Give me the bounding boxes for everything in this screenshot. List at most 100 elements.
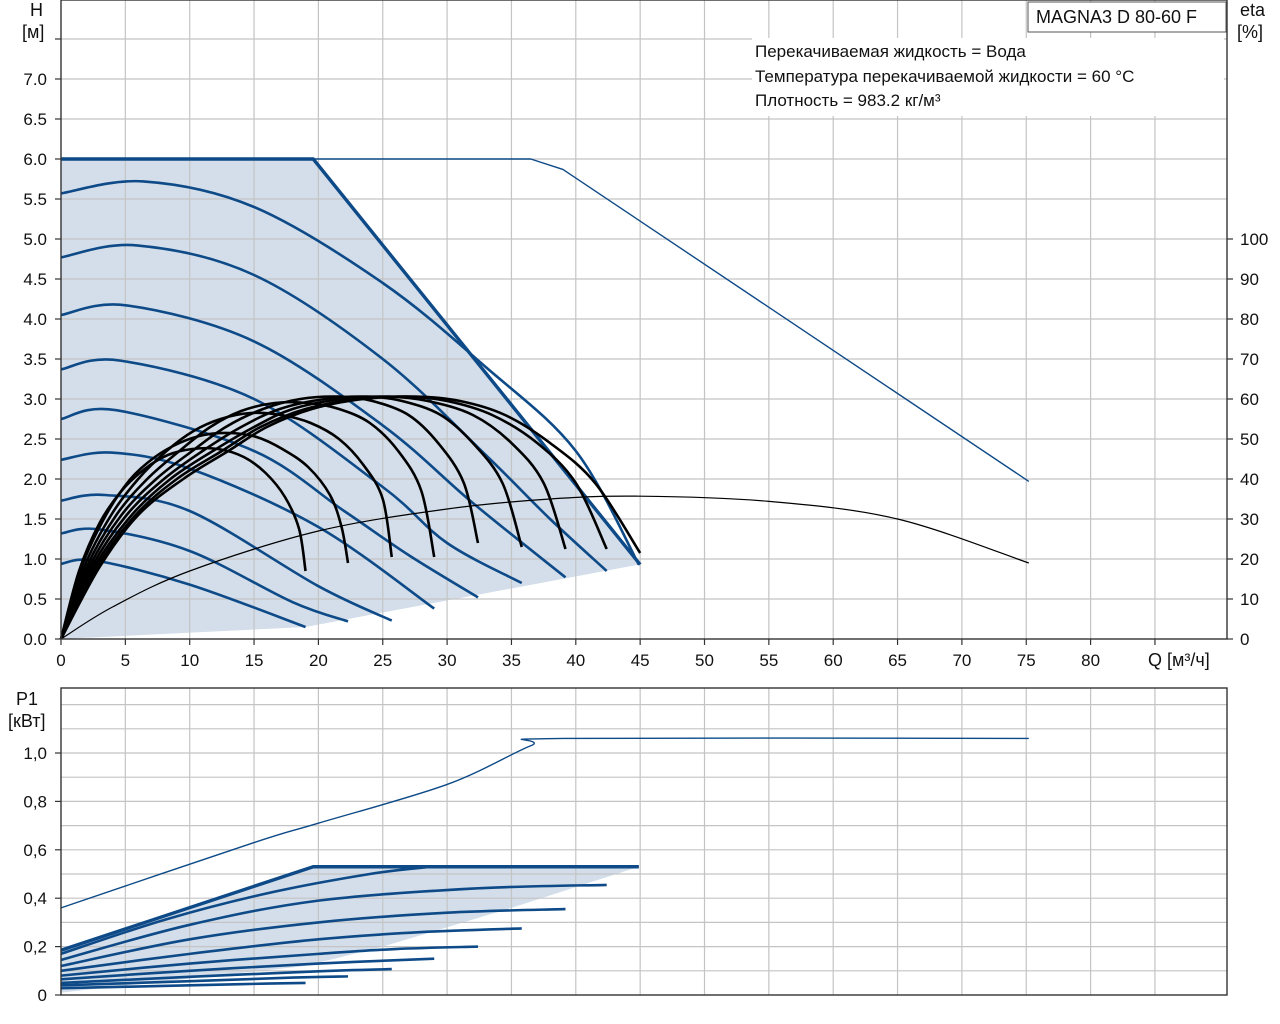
efficiency-speed-curve xyxy=(59,400,436,640)
y2-axis-label: eta xyxy=(1240,0,1266,20)
power-speed-curve xyxy=(60,945,479,977)
x-tick-label: 0 xyxy=(56,651,65,670)
power-speed-curve xyxy=(60,865,432,956)
top-curves xyxy=(59,157,1030,640)
x-tick-label: 10 xyxy=(180,651,199,670)
info-box-background xyxy=(752,38,1224,116)
x-tick-label: 5 xyxy=(121,651,130,670)
y-tick-label: 0.5 xyxy=(23,590,47,609)
top-tick-marks xyxy=(55,38,1233,645)
x-tick-label: 25 xyxy=(373,651,392,670)
power-speed-curve xyxy=(60,957,435,981)
y-tick-label: 4.5 xyxy=(23,270,47,289)
y-tick-label: 3.5 xyxy=(23,350,47,369)
bottom-plot-frame xyxy=(60,687,1228,996)
power-axis-label: P1 xyxy=(16,689,38,709)
y-tick-label: 1.5 xyxy=(23,510,47,529)
power-tick-label: 0,4 xyxy=(23,889,47,908)
y-tick-label: 6.5 xyxy=(23,110,47,129)
power-speed-curve xyxy=(60,981,306,990)
bottom-tick-marks xyxy=(55,752,61,996)
head-reference-curve xyxy=(61,158,1030,482)
x-tick-label: 45 xyxy=(631,651,650,670)
power-axis-unit: [кВт] xyxy=(8,711,46,731)
y-tick-label: 7.0 xyxy=(23,70,47,89)
top-y2-tick-labels: 0 10 20 30 40 50 60 70 80 90 100 xyxy=(1240,230,1268,649)
info-temperature: Температура перекачиваемой жидкости = 60… xyxy=(755,67,1134,86)
x-tick-label: 80 xyxy=(1081,651,1100,670)
y2-tick-label: 90 xyxy=(1240,270,1259,289)
bottom-y-tick-labels: 0 0,2 0,4 0,6 0,8 1,0 xyxy=(23,744,47,1005)
power-tick-label: 0,6 xyxy=(23,841,47,860)
x-tick-label: 65 xyxy=(888,651,907,670)
top-x-tick-labels: 0 5 10 15 20 25 30 35 40 45 50 55 60 65 70 75 80 xyxy=(56,651,1100,670)
power-speed-curve xyxy=(60,975,349,987)
bottom-curves xyxy=(60,737,1029,990)
power-speed-curve xyxy=(60,907,566,968)
y2-tick-label: 80 xyxy=(1240,310,1259,329)
x-tick-label: 70 xyxy=(952,651,971,670)
y-tick-label: 6.0 xyxy=(23,150,47,169)
head-speed-curve xyxy=(60,407,479,599)
y-tick-label: 0.0 xyxy=(23,630,47,649)
y-axis-unit: [м] xyxy=(22,22,44,42)
x-tick-label: 15 xyxy=(245,651,264,670)
x-tick-label: 30 xyxy=(438,651,457,670)
efficiency-speed-curve xyxy=(59,431,350,640)
y-tick-label: 1.0 xyxy=(23,550,47,569)
y2-tick-label: 10 xyxy=(1240,590,1259,609)
power-speed-curve xyxy=(60,883,607,962)
y2-tick-label: 60 xyxy=(1240,390,1259,409)
x-tick-label: 35 xyxy=(502,651,521,670)
bottom-chart: 0 0,2 0,4 0,6 0,8 1,0 P1 [кВт] xyxy=(8,687,1228,1005)
model-name: MAGNA3 D 80-60 F xyxy=(1036,7,1197,27)
power-max-curve xyxy=(60,865,639,952)
power-tick-label: 0 xyxy=(38,986,47,1005)
head-speed-curve xyxy=(60,451,435,610)
y2-tick-label: 0 xyxy=(1240,630,1249,649)
x-tick-label: 40 xyxy=(566,651,585,670)
y2-tick-label: 30 xyxy=(1240,510,1259,529)
y-tick-label: 5.5 xyxy=(23,190,47,209)
top-chart: 0 5 10 15 20 25 30 35 40 45 50 55 60 65 70 75 80 0.0 0.5 1… xyxy=(22,0,1268,670)
y2-tick-label: 40 xyxy=(1240,470,1259,489)
y-tick-label: 4.0 xyxy=(23,310,47,329)
x-axis-label: Q [м³/ч] xyxy=(1148,650,1210,670)
y2-axis-unit: [%] xyxy=(1237,22,1263,42)
head-speed-curve xyxy=(60,527,349,623)
head-speed-curve xyxy=(60,358,523,585)
x-tick-label: 60 xyxy=(824,651,843,670)
head-speed-curve xyxy=(60,493,393,622)
y-tick-label: 2.5 xyxy=(23,430,47,449)
x-tick-label: 75 xyxy=(1017,651,1036,670)
y2-tick-label: 50 xyxy=(1240,430,1259,449)
power-tick-label: 0,2 xyxy=(23,938,47,957)
efficiency-speed-curve xyxy=(59,446,307,640)
y-axis-label: H xyxy=(30,0,43,20)
x-tick-label: 55 xyxy=(759,651,778,670)
info-density: Плотность = 983.2 кг/м³ xyxy=(755,91,941,110)
head-speed-curve xyxy=(60,179,640,566)
power-speed-curve xyxy=(60,927,522,973)
y-tick-label: 2.0 xyxy=(23,470,47,489)
efficiency-curve xyxy=(60,495,1030,640)
info-liquid: Перекачиваемая жидкость = Вода xyxy=(755,42,1026,61)
power-tick-label: 0,8 xyxy=(23,792,47,811)
x-tick-label: 50 xyxy=(695,651,714,670)
model-box xyxy=(1027,1,1227,33)
y-tick-label: 5.0 xyxy=(23,230,47,249)
power-reference-curve xyxy=(60,737,1029,909)
y-tick-label: 3.0 xyxy=(23,390,47,409)
efficiency-speed-curve xyxy=(59,395,608,640)
power-speed-curve xyxy=(60,967,392,985)
y2-tick-label: 70 xyxy=(1240,350,1259,369)
y2-tick-label: 20 xyxy=(1240,550,1259,569)
y2-tick-label: 100 xyxy=(1240,230,1268,249)
head-speed-curve xyxy=(60,303,567,579)
top-y-tick-labels: 0.0 0.5 1.0 1.5 2.0 2.5 3.0 3.5 4.0 4.5 5.0 5.5 6.0 6… xyxy=(23,70,47,649)
power-tick-label: 1,0 xyxy=(23,744,47,763)
head-speed-curve xyxy=(60,558,306,629)
efficiency-speed-curve xyxy=(59,411,394,640)
x-tick-label: 20 xyxy=(309,651,328,670)
